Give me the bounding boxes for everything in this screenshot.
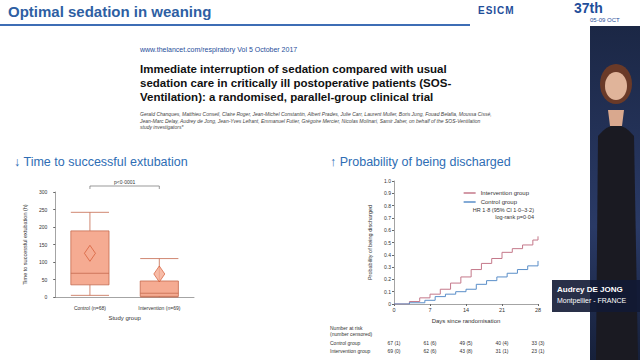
svg-text:0.8: 0.8 [384,203,391,209]
svg-text:Time to successful extubation: Time to successful extubation (h) [22,204,28,285]
svg-text:0: 0 [388,301,391,307]
html-text:ESICM: ESICM [478,5,515,16]
svg-text:49 (5): 49 (5) [459,340,472,346]
svg-text:Intervention group: Intervention group [330,348,371,354]
svg-text:(number censored): (number censored) [330,331,373,337]
html-text:37th: 37th [574,0,603,16]
svg-text:69 (0): 69 (0) [387,348,400,354]
svg-text:0: 0 [44,294,47,300]
html-text:Montpellier - FRANCE: Montpellier - FRANCE [557,297,627,304]
svg-text:Probability of being discharge: Probability of being discharged [367,205,373,280]
svg-text:0.2: 0.2 [384,276,391,282]
svg-text:28: 28 [535,307,541,313]
svg-text:14: 14 [463,307,469,313]
html-text:www.thelancet.com/respiratory: www.thelancet.com/respiratory Vol 5 Octo… [140,46,298,53]
svg-text:log-rank p=0·04: log-rank p=0·04 [495,214,534,220]
svg-text:Days since randomisation: Days since randomisation [432,318,501,324]
svg-text:Number at risk: Number at risk [330,324,363,331]
svg-text:Control group: Control group [330,340,361,346]
svg-text:7: 7 [428,307,431,313]
svg-text:0.1: 0.1 [384,289,391,295]
svg-text:31 (1): 31 (1) [495,348,508,354]
html-text:Optimal sedation in weaning: Optimal sedation in weaning [8,3,212,20]
svg-text:0.6: 0.6 [384,227,391,233]
svg-text:23 (1): 23 (1) [531,348,544,354]
svg-text:0: 0 [392,307,395,313]
svg-text:61 (6): 61 (6) [423,340,436,346]
svg-text:Control (n=68): Control (n=68) [74,305,106,311]
svg-text:0.9: 0.9 [384,190,391,196]
svg-text:21: 21 [499,307,505,313]
html-text:05-09 OCT: 05-09 OCT [590,17,620,23]
svg-text:67 (1): 67 (1) [387,340,400,346]
svg-text:Intervention group: Intervention group [481,190,530,196]
svg-text:43 (8): 43 (8) [459,348,472,354]
svg-text:0.7: 0.7 [384,215,391,221]
svg-text:100: 100 [39,259,48,265]
svg-text:0.4: 0.4 [384,252,391,258]
svg-text:p<0·0001: p<0·0001 [114,179,135,185]
svg-text:200: 200 [39,224,48,230]
svg-text:1.0: 1.0 [384,178,391,184]
html-text:Audrey DE JONG: Audrey DE JONG [557,285,623,294]
svg-text:Study group: Study group [108,315,141,321]
svg-text:300: 300 [39,189,48,195]
html-text:Immediate interruption of seda: Immediate interruption of sedation compa… [140,63,452,103]
svg-text:Intervention (n=69): Intervention (n=69) [138,305,180,311]
html-text:↓ Time to successful extubatio: ↓ Time to successful extubation [14,155,188,169]
svg-text:62 (6): 62 (6) [423,348,436,354]
svg-text:40 (4): 40 (4) [495,340,508,346]
svg-text:33 (3): 33 (3) [531,340,544,346]
svg-text:150: 150 [39,242,48,248]
html-text:↑ Probability of being dischar: ↑ Probability of being discharged [330,155,511,169]
svg-text:0.3: 0.3 [384,264,391,270]
svg-text:HR 1·8 (95% CI 1·0–3·2): HR 1·8 (95% CI 1·0–3·2) [473,207,534,213]
svg-text:Control group: Control group [481,199,518,205]
html-text:Gerald Chanques, Matthieu Cons: Gerald Chanques, Matthieu Conseil, Clair… [140,111,492,130]
svg-text:50: 50 [42,277,48,283]
svg-text:250: 250 [39,207,48,213]
svg-text:0.5: 0.5 [384,240,391,246]
